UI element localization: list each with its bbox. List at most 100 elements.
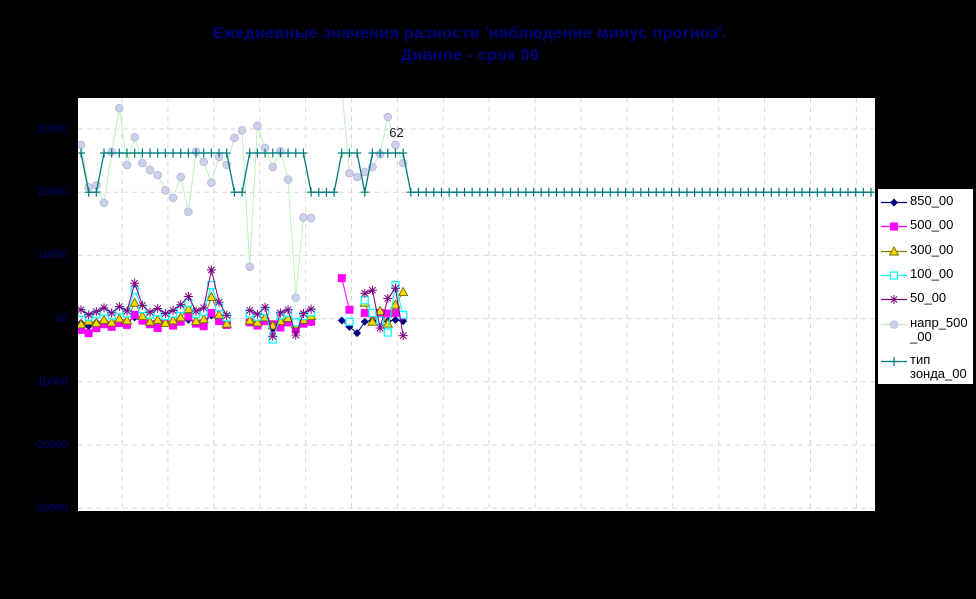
series-marker-plus (169, 148, 178, 158)
series-marker-asterisk (889, 295, 899, 305)
series-marker-triangle (175, 311, 186, 322)
series-marker-circle (268, 162, 278, 172)
series-marker-triangle (129, 297, 140, 307)
series-marker-plus (721, 187, 730, 197)
legend: 850_00 500_00 300_00 100_00 50_00 напр_500 _00… (877, 188, 974, 385)
y-axis-tick-label: -30000 (33, 502, 68, 515)
series-marker-plus (506, 187, 515, 197)
series-marker-circle (299, 213, 308, 222)
series-marker-plus (238, 187, 247, 197)
series-marker-plus (544, 187, 553, 197)
series-marker-plus (851, 187, 860, 197)
series-marker-plus (667, 187, 676, 197)
series-marker-asterisk (168, 305, 178, 315)
series-marker-asterisk (390, 283, 400, 293)
series-marker-plus (636, 187, 645, 197)
series-marker-asterisk (245, 305, 255, 315)
series-marker-plus (690, 187, 699, 197)
series-marker-plus (230, 187, 239, 197)
series-marker-square (307, 317, 316, 326)
chart-title-line2: Дивное - срок 00 (400, 47, 540, 64)
series-marker-plus (644, 187, 653, 197)
series-marker-plus (192, 148, 201, 158)
series-marker-square (383, 309, 392, 318)
series-line (80, 108, 312, 298)
series-marker-diamond (353, 329, 362, 338)
series-marker-square (138, 316, 147, 325)
series-marker-triangle (167, 315, 179, 325)
series-marker-plus (406, 187, 415, 197)
series-marker-circle (291, 293, 301, 303)
series-marker-asterisk (306, 304, 316, 314)
series-marker-circle (153, 170, 162, 180)
legend-item-label: 100_00 (910, 265, 954, 281)
series-500_00 (78, 274, 408, 338)
series-marker-asterisk (183, 291, 193, 301)
series-marker-plus (452, 187, 461, 197)
series-marker-plus (414, 187, 423, 197)
series-marker-square (169, 321, 178, 330)
series-marker-square (123, 320, 132, 329)
series-marker-square (345, 305, 354, 314)
series-marker-open-square (399, 310, 408, 319)
series-marker-plus (399, 148, 408, 158)
series-marker-plus (820, 187, 829, 197)
series-marker-plus (491, 187, 500, 197)
series-marker-plus (337, 148, 346, 158)
series-marker-plus (92, 187, 101, 197)
series-marker-plus (583, 187, 592, 197)
y-axis-tick-label: -20000 (33, 439, 68, 451)
series-marker-circle (360, 167, 370, 177)
series-marker-plus (629, 187, 638, 197)
series-marker-asterisk (383, 293, 393, 303)
series-marker-asterisk (206, 265, 216, 275)
series-marker-plus (521, 187, 530, 197)
legend-item-100_00: 100_00 (881, 265, 971, 282)
series-marker-plus (552, 187, 561, 197)
series-marker-plus (222, 148, 231, 158)
series-marker-triangle (78, 318, 87, 329)
series-marker-open-square (889, 271, 899, 280)
data-label-62: 62 (389, 125, 404, 141)
series-marker-open-square (360, 296, 369, 305)
series-marker-asterisk (130, 278, 140, 288)
series-marker-triangle (244, 315, 256, 325)
series-marker-diamond (360, 317, 369, 326)
series-marker-plus (330, 187, 339, 197)
series-marker-plus (759, 187, 768, 197)
series-marker-circle (237, 125, 247, 135)
series-marker-square (291, 325, 300, 334)
series-marker-circle (130, 132, 139, 142)
series-marker-circle (230, 133, 239, 143)
series-marker-plus (100, 148, 109, 158)
series-marker-asterisk (260, 302, 270, 312)
series-marker-asterisk (375, 323, 385, 333)
series-marker-plus (307, 187, 316, 197)
series-marker-plus (468, 187, 477, 197)
series-marker-asterisk (91, 307, 101, 317)
series-marker-asterisk (360, 288, 370, 298)
series-marker-square (176, 317, 185, 326)
series-marker-circle (138, 158, 147, 168)
series-marker-plus (682, 187, 691, 197)
series-marker-circle (306, 213, 316, 223)
series-marker-triangle (144, 316, 156, 326)
series-marker-plus (130, 148, 139, 158)
series-marker-triangle (98, 314, 110, 324)
series-marker-triangle (137, 310, 148, 321)
series-marker-plus (153, 148, 162, 158)
series-marker-plus (437, 187, 446, 197)
series-marker-plus (146, 148, 155, 158)
series-marker-asterisk (145, 307, 155, 317)
series-marker-square (215, 317, 224, 326)
series-marker-plus (790, 187, 799, 197)
series-marker-plus (314, 187, 323, 197)
series-50_00 (78, 265, 408, 341)
chart-canvas (78, 98, 875, 511)
series-marker-triangle (888, 245, 900, 256)
series-marker-triangle (91, 317, 102, 327)
series-marker-plus (705, 187, 714, 197)
series-marker-circle (99, 198, 109, 208)
series-marker-plus (353, 148, 362, 158)
